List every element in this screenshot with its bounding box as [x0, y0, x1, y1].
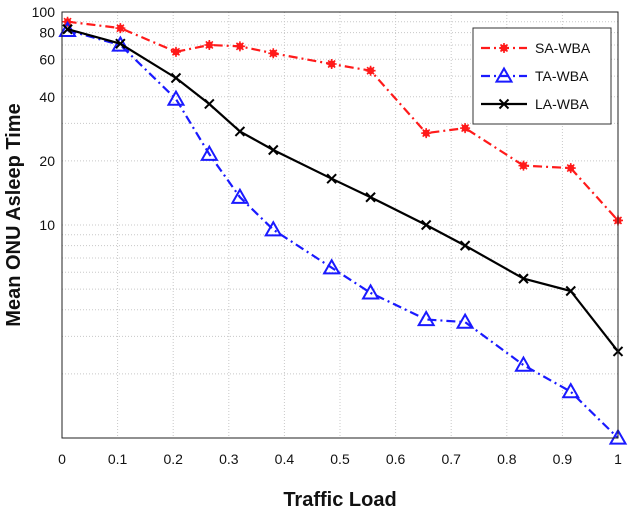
legend-marker	[498, 98, 510, 110]
plot-frame	[61, 11, 619, 439]
data-point-la-wba	[62, 24, 73, 35]
data-point-la-wba	[326, 173, 337, 184]
data-point-sa-wba	[170, 46, 181, 57]
x-tick-label: 0.3	[219, 451, 239, 467]
data-point-ta-wba	[200, 144, 219, 161]
series-line-ta-wba	[67, 29, 619, 439]
y-tick-label: 60	[39, 51, 55, 67]
legend-item: LA-WBA	[481, 96, 589, 112]
data-point-ta-wba	[111, 35, 130, 52]
data-point-sa-wba	[115, 23, 126, 34]
legend: SA-WBA TA-WBA LA-WBA	[472, 27, 612, 125]
legend-item: SA-WBA	[481, 40, 591, 56]
x-tick-label: 0.9	[553, 451, 573, 467]
data-point-ta-wba	[455, 312, 475, 329]
data-point-ta-wba	[608, 428, 628, 445]
legend-label: LA-WBA	[535, 96, 589, 112]
data-point-ta-wba	[166, 89, 186, 106]
data-point-la-wba	[204, 98, 215, 110]
data-point-ta-wba	[322, 258, 341, 275]
y-tick-label: 100	[32, 4, 56, 20]
data-point-ta-wba	[514, 355, 533, 372]
data-point-sa-wba	[421, 128, 432, 139]
data-point-sa-wba	[565, 163, 576, 174]
x-tick-label: 0.1	[108, 451, 128, 467]
legend-label: SA-WBA	[535, 40, 591, 56]
legend-label: TA-WBA	[535, 68, 589, 84]
legend-marker	[494, 66, 514, 83]
data-point-la-wba	[170, 72, 182, 84]
data-point-ta-wba	[230, 187, 250, 204]
data-point-sa-wba	[326, 58, 337, 69]
tick-labels: 0 0.1 0.2 0.3 0.4 0.5 0.6 0.7 0.8 0.9 1 10 20 40 60 80 1…	[32, 4, 622, 467]
data-point-ta-wba	[361, 283, 380, 300]
series-la-wba	[62, 24, 624, 357]
x-tick-label: 0.6	[386, 451, 406, 467]
data-point-la-wba	[420, 219, 432, 231]
series-layer	[58, 16, 628, 445]
x-tick-label: 0.8	[497, 451, 517, 467]
x-tick-label: 0.4	[275, 451, 295, 467]
x-axis-title: Traffic Load	[283, 489, 396, 511]
data-point-sa-wba	[460, 123, 471, 134]
data-point-la-wba	[565, 285, 576, 297]
grid	[61, 11, 619, 438]
data-point-la-wba	[234, 126, 246, 137]
data-point-sa-wba	[204, 39, 215, 50]
y-tick-label: 40	[39, 89, 55, 105]
x-tick-label: 0	[58, 451, 66, 467]
data-point-sa-wba	[518, 160, 529, 171]
legend-marker	[499, 43, 509, 53]
x-tick-label: 0.7	[441, 451, 461, 467]
y-tick-label: 10	[39, 217, 55, 233]
x-tick-label: 0.5	[330, 451, 350, 467]
y-axis-title: Mean ONU Asleep Time	[3, 103, 25, 326]
series-ta-wba	[58, 20, 628, 445]
data-point-ta-wba	[264, 220, 283, 237]
x-tick-label: 0.2	[163, 451, 183, 467]
data-point-sa-wba	[234, 41, 245, 52]
data-point-la-wba	[115, 38, 126, 49]
data-point-la-wba	[459, 240, 471, 251]
y-tick-label: 80	[39, 25, 55, 41]
data-point-la-wba	[268, 144, 279, 156]
series-sa-wba	[62, 16, 623, 226]
data-point-la-wba	[365, 192, 376, 203]
data-point-la-wba	[518, 273, 529, 284]
data-point-sa-wba	[365, 65, 376, 76]
data-point-ta-wba	[416, 309, 436, 327]
x-tick-label: 1	[614, 451, 622, 467]
y-tick-label: 20	[39, 153, 55, 169]
data-point-ta-wba	[561, 382, 580, 399]
data-point-sa-wba	[268, 48, 279, 59]
legend-item: TA-WBA	[481, 66, 589, 84]
